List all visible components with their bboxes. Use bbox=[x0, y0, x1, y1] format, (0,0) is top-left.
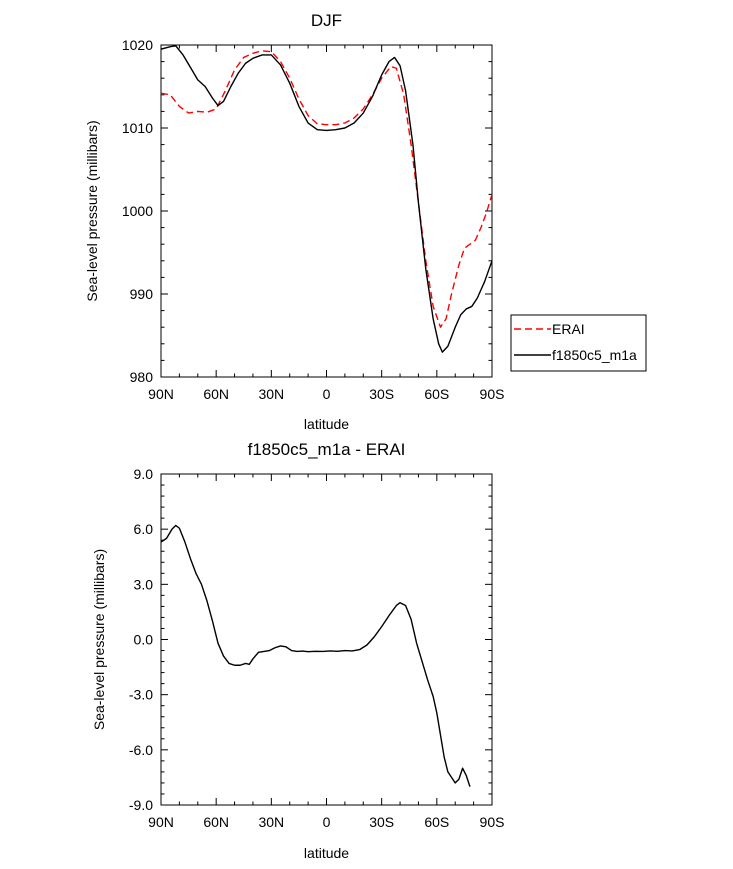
x-tick-label: 30S bbox=[369, 386, 394, 402]
x-tick-label: 60S bbox=[424, 814, 449, 830]
legend-label: ERAI bbox=[552, 321, 585, 337]
y-tick-label: 0.0 bbox=[134, 632, 154, 648]
y-tick-label: 3.0 bbox=[134, 576, 154, 592]
y-tick-label: 6.0 bbox=[134, 521, 154, 537]
chart-title: DJF bbox=[311, 11, 342, 30]
x-tick-label: 90S bbox=[480, 814, 505, 830]
x-axis-label: latitude bbox=[304, 845, 349, 861]
x-tick-label: 30N bbox=[258, 814, 284, 830]
x-tick-label: 60S bbox=[424, 386, 449, 402]
x-tick-label: 90N bbox=[148, 814, 174, 830]
series-line bbox=[161, 524, 471, 787]
x-tick-label: 90N bbox=[148, 386, 174, 402]
y-tick-label: 1020 bbox=[122, 37, 153, 53]
y-tick-label: -3.0 bbox=[129, 687, 153, 703]
legend: ERAI f1850c5_m1a bbox=[510, 314, 647, 372]
x-tick-label: 60N bbox=[203, 814, 229, 830]
y-tick-label: 980 bbox=[130, 369, 154, 385]
y-tick-label: 1010 bbox=[122, 120, 153, 136]
series-line-erai bbox=[161, 50, 492, 328]
y-tick-label: -6.0 bbox=[129, 742, 153, 758]
x-tick-label: 60N bbox=[203, 386, 229, 402]
y-tick-label: 9.0 bbox=[134, 466, 154, 482]
y-tick-label: 990 bbox=[130, 286, 154, 302]
chart-title: f1850c5_m1a - ERAI bbox=[248, 440, 406, 459]
bottom-panel: f1850c5_m1a - ERAI 90N 60N 30N 0 30S 60S 90S 9.0… bbox=[91, 440, 504, 861]
legend-label: f1850c5_m1a bbox=[552, 347, 637, 363]
y-tick-label: -9.0 bbox=[129, 797, 153, 813]
y-axis-label: Sea-level pressure (millibars) bbox=[84, 120, 100, 301]
y-axis-label: Sea-level pressure (millibars) bbox=[91, 549, 107, 730]
top-panel: DJF 90N 60N 30N 0 30S 60S 90S 1020 1010 1000 990 980… bbox=[84, 11, 647, 432]
x-tick-label: 0 bbox=[323, 386, 331, 402]
y-tick-label: 1000 bbox=[122, 203, 153, 219]
x-tick-label: 90S bbox=[480, 386, 505, 402]
series-line-f1850c5-m1a bbox=[161, 45, 492, 353]
x-axis-label: latitude bbox=[304, 416, 349, 432]
x-tick-label: 30S bbox=[369, 814, 394, 830]
legend-box bbox=[510, 314, 647, 372]
x-tick-label: 30N bbox=[258, 386, 284, 402]
x-tick-label: 0 bbox=[323, 814, 331, 830]
plot-frame bbox=[160, 473, 493, 806]
